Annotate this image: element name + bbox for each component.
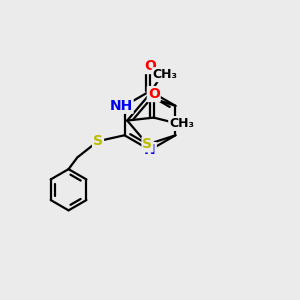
Text: S: S bbox=[93, 134, 103, 148]
Text: N: N bbox=[144, 143, 156, 157]
Text: S: S bbox=[142, 137, 152, 152]
Text: NH: NH bbox=[109, 99, 133, 113]
Text: CH₃: CH₃ bbox=[153, 68, 178, 81]
Text: CH₃: CH₃ bbox=[169, 117, 194, 130]
Text: O: O bbox=[148, 87, 160, 101]
Text: O: O bbox=[144, 59, 156, 73]
